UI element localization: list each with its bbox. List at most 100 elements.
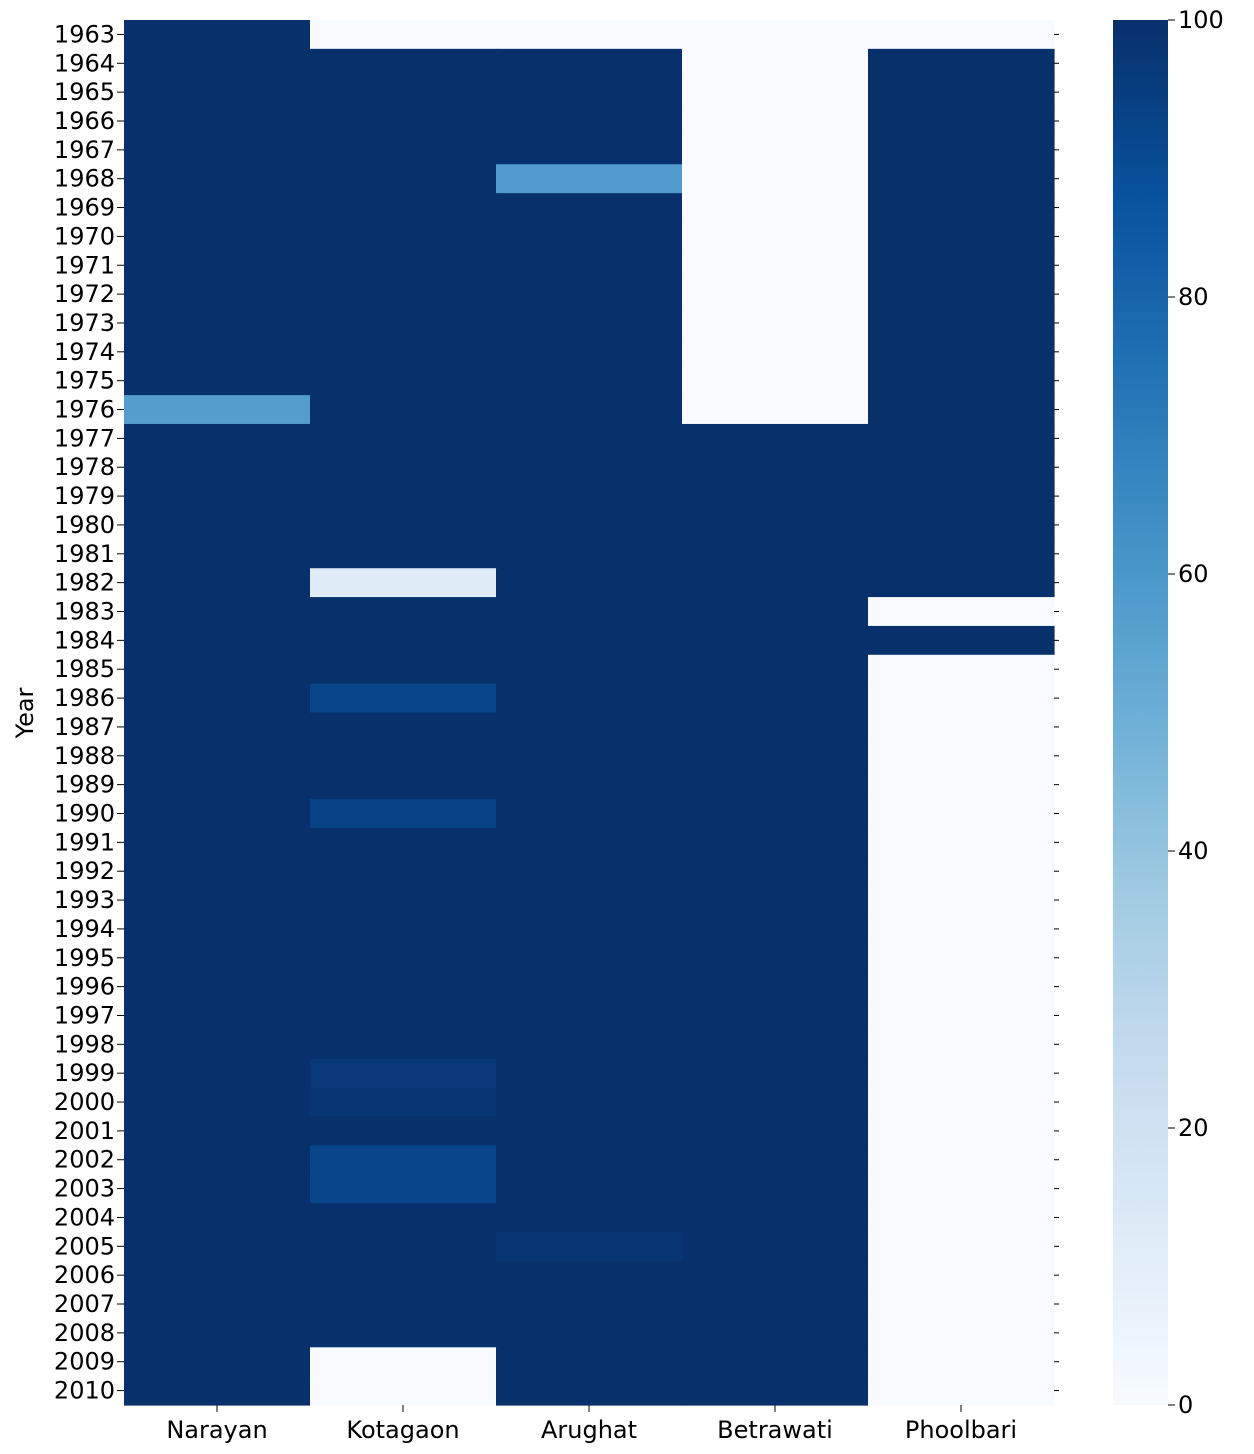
heatmap-cell-2007-arughat [496, 1289, 683, 1320]
heatmap-cell-1985-narayan [124, 654, 311, 685]
heatmap-cell-1994-arughat [496, 914, 683, 944]
heatmap-cell-1988-kotagaon [310, 741, 497, 771]
heatmap-cell-1974-betrawati [682, 337, 869, 367]
heatmap-cell-2002-arughat [496, 1145, 683, 1175]
heatmap-cell-2010-betrawati [682, 1376, 869, 1406]
heatmap-cell-1978-kotagaon [310, 452, 497, 483]
heatmap-cell-1986-kotagaon [310, 683, 497, 714]
heatmap-cell-1982-narayan [124, 568, 311, 598]
heatmap-cell-2006-phoolbari [868, 1260, 1055, 1291]
heatmap-cell-1987-narayan [124, 712, 311, 742]
heatmap-cell-1973-kotagaon [310, 308, 497, 338]
heatmap-cell-2008-kotagaon [310, 1318, 497, 1348]
y-tick-label: 1976 [54, 396, 115, 424]
heatmap-cell-1984-phoolbari [868, 625, 1055, 656]
heatmap-cell-1976-arughat [496, 395, 683, 425]
heatmap-cell-1996-betrawati [682, 972, 869, 1002]
heatmap-cell-1991-narayan [124, 827, 311, 858]
y-tick-label: 1963 [54, 20, 115, 48]
heatmap-cell-2008-narayan [124, 1318, 311, 1348]
heatmap-cell-2003-arughat [496, 1174, 683, 1204]
y-tick-label: 1992 [54, 857, 115, 885]
heatmap-cell-1994-betrawati [682, 914, 869, 944]
heatmap-cell-1975-kotagaon [310, 366, 497, 396]
heatmap-cell-1996-arughat [496, 972, 683, 1002]
x-tick-label: Phoolbari [905, 1416, 1017, 1444]
heatmap-cell-1988-betrawati [682, 741, 869, 771]
heatmap-cell-1999-phoolbari [868, 1058, 1055, 1089]
heatmap-cell-2001-arughat [496, 1116, 683, 1146]
heatmap-cell-2004-arughat [496, 1203, 683, 1233]
heatmap-cell-1997-narayan [124, 1001, 311, 1031]
heatmap-cell-1981-kotagaon [310, 539, 497, 569]
heatmap-cell-1976-phoolbari [868, 395, 1055, 425]
heatmap-cell-2007-betrawati [682, 1289, 869, 1320]
heatmap-cell-1980-betrawati [682, 510, 869, 540]
heatmap-cell-1975-arughat [496, 366, 683, 396]
heatmap-cell-1963-kotagaon [310, 20, 497, 50]
heatmap-cell-1988-narayan [124, 741, 311, 771]
x-axis-ticks: Narayan Kotagaon Arughat Betrawati Phoolbari [166, 1405, 1017, 1444]
heatmap-cell-1963-narayan [124, 20, 311, 50]
heatmap-cell-1970-betrawati [682, 221, 869, 252]
heatmap-cell-1968-betrawati [682, 164, 869, 194]
heatmap-cell-1980-phoolbari [868, 510, 1055, 540]
heatmap-cell-1997-phoolbari [868, 1001, 1055, 1031]
heatmap-cell-1977-arughat [496, 423, 683, 454]
heatmap-cell-1971-arughat [496, 250, 683, 281]
heatmap-cell-1974-arughat [496, 337, 683, 367]
heatmap-cell-1993-narayan [124, 885, 311, 916]
heatmap-cell-2004-kotagaon [310, 1203, 497, 1233]
y-tick-label: 2001 [54, 1117, 115, 1145]
heatmap-cell-2010-kotagaon [310, 1376, 497, 1406]
heatmap-cell-1995-phoolbari [868, 943, 1055, 973]
heatmap-cell-1966-kotagaon [310, 106, 497, 137]
heatmap-cell-2005-arughat [496, 1231, 683, 1262]
heatmap-cell-1984-betrawati [682, 625, 869, 656]
heatmap-cell-2010-arughat [496, 1376, 683, 1406]
heatmap-cell-1992-arughat [496, 856, 683, 887]
heatmap-cell-1999-betrawati [682, 1058, 869, 1089]
y-tick-label: 1972 [54, 280, 115, 308]
y-tick-label: 1966 [54, 107, 115, 135]
heatmap-cell-1998-kotagaon [310, 1029, 497, 1060]
heatmap-cell-1971-kotagaon [310, 250, 497, 281]
heatmap-cell-1968-kotagaon [310, 164, 497, 194]
heatmap-cell-2006-kotagaon [310, 1260, 497, 1291]
heatmap-cell-2005-phoolbari [868, 1231, 1055, 1262]
heatmap-cell-1990-narayan [124, 799, 311, 829]
heatmap-cell-1998-narayan [124, 1029, 311, 1060]
y-tick-label: 1969 [54, 194, 115, 222]
y-tick-label: 1967 [54, 136, 115, 164]
heatmap-cell-1975-betrawati [682, 366, 869, 396]
heatmap-cell-1974-kotagaon [310, 337, 497, 367]
heatmap-cell-1968-narayan [124, 164, 311, 194]
heatmap-cell-1981-narayan [124, 539, 311, 569]
heatmap-cell-2000-narayan [124, 1087, 311, 1118]
heatmap-cell-1973-phoolbari [868, 308, 1055, 338]
heatmap-cell-1993-arughat [496, 885, 683, 916]
heatmap-cell-1991-arughat [496, 827, 683, 858]
heatmap-cell-2007-phoolbari [868, 1289, 1055, 1320]
heatmap-cell-2002-betrawati [682, 1145, 869, 1175]
y-tick-label: 2010 [54, 1377, 115, 1405]
colorbar-tick-label: 60 [1178, 560, 1209, 588]
y-axis-label: Year [11, 687, 39, 739]
heatmap-cell-1969-kotagaon [310, 193, 497, 223]
y-tick-label: 1994 [54, 915, 115, 943]
heatmap-cell-1966-arughat [496, 106, 683, 137]
heatmap-cell-2004-narayan [124, 1203, 311, 1233]
heatmap-cell-1999-kotagaon [310, 1058, 497, 1089]
y-tick-label: 1971 [54, 251, 115, 279]
heatmap-cell-1982-arughat [496, 568, 683, 598]
y-axis-ticks: 1963196419651966196719681969197019711972… [54, 20, 1059, 1405]
heatmap-cell-1963-betrawati [682, 20, 869, 50]
heatmap-cell-1995-kotagaon [310, 943, 497, 973]
heatmap-cell-1995-betrawati [682, 943, 869, 973]
y-tick-label: 1964 [54, 49, 115, 77]
y-tick-label: 2009 [54, 1348, 115, 1376]
heatmap-cell-1989-arughat [496, 770, 683, 800]
heatmap-cell-2003-narayan [124, 1174, 311, 1204]
colorbar-tick-label: 100 [1178, 6, 1224, 34]
heatmap-cell-2008-phoolbari [868, 1318, 1055, 1348]
